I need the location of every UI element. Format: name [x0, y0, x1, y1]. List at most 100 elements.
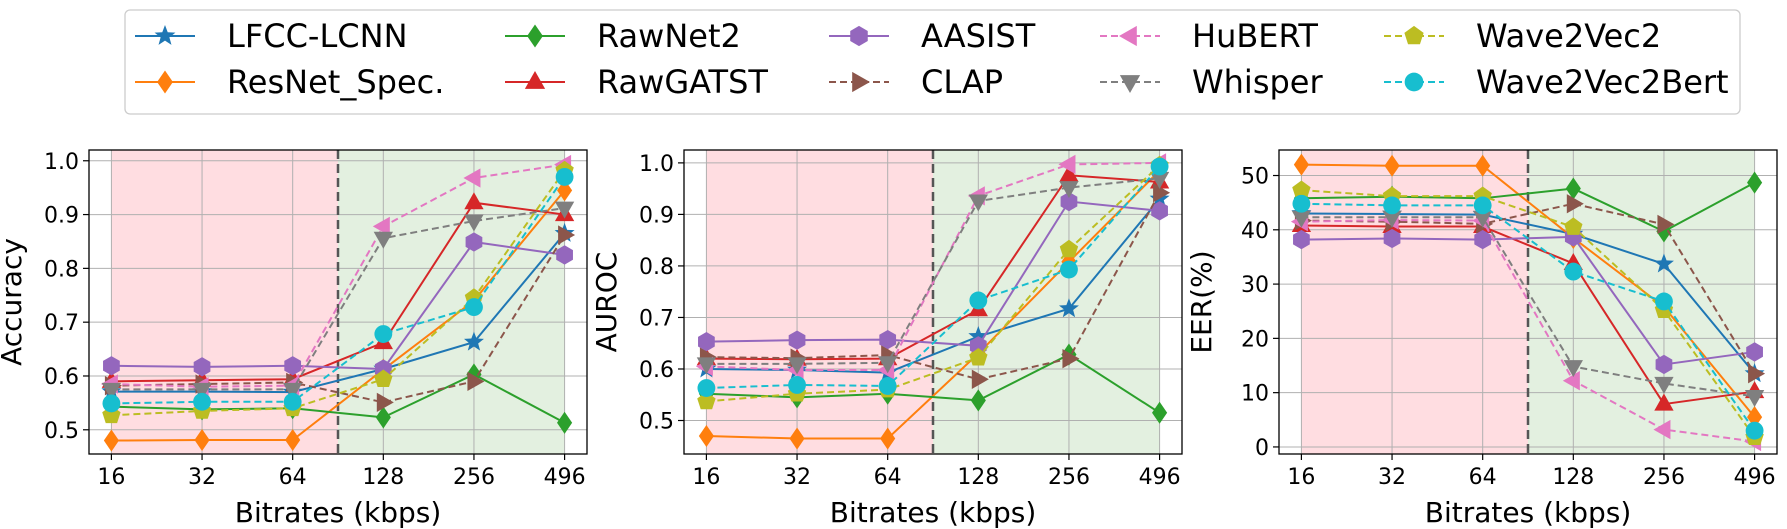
data-point-aasist — [1383, 228, 1401, 249]
chart-panel-auroc: 0.5 0.6 0.7 0.8 0.9 1.0 16 32 64 128 256 496 Bitrate… — [590, 149, 1183, 529]
data-point-whisper — [1291, 210, 1312, 228]
x-tick-label: 128 — [1552, 465, 1594, 490]
legend-label: CLAP — [921, 63, 1003, 101]
data-point-wave2vec2bert — [465, 298, 483, 317]
data-point-whisper — [696, 357, 717, 375]
data-point-aasist — [193, 357, 211, 377]
legend-entry-aasist: AASIST — [829, 17, 1036, 55]
legend-marker-wave2vec2bert — [1404, 72, 1424, 92]
x-tick-label: 64 — [1469, 465, 1497, 490]
legend-label: HuBERT — [1192, 17, 1318, 55]
legend-marker-lfcc-lcnn — [154, 25, 176, 45]
low-bitrate-region — [706, 150, 933, 454]
series-line-lfcc-lcnn — [1301, 212, 1756, 375]
data-point-aasist — [1746, 342, 1763, 362]
y-tick-label: 10 — [1241, 382, 1269, 407]
data-point-whisper — [101, 382, 122, 400]
series-line-rawnet2 — [111, 373, 566, 424]
data-point-whisper — [192, 382, 212, 400]
data-point-wave2vec2 — [969, 347, 988, 366]
y-tick-label: 0.9 — [639, 203, 674, 228]
x-tick-label: 16 — [692, 465, 720, 490]
legend-label: Whisper — [1192, 63, 1323, 101]
data-point-aasist — [1293, 229, 1310, 250]
data-point-rawgatst — [1654, 393, 1674, 411]
data-point-wave2vec2 — [1292, 180, 1311, 198]
data-point-resnet-spec — [1475, 154, 1491, 177]
data-point-aasist — [1655, 354, 1673, 375]
legend-marker-wave2vec2 — [1404, 25, 1424, 45]
series-aasist — [103, 232, 573, 379]
x-axis-label: Bitrates (kbps) — [235, 496, 442, 529]
data-point-aasist — [788, 330, 806, 350]
data-point-aasist — [1151, 201, 1168, 221]
y-tick-label: 0.8 — [639, 255, 674, 280]
data-point-aasist — [103, 356, 120, 376]
series-whisper — [1291, 210, 1765, 407]
data-point-wave2vec2bert — [374, 325, 393, 343]
legend-entry-clap: CLAP — [829, 63, 1003, 101]
data-point-whisper — [1654, 376, 1674, 394]
y-tick-label: 40 — [1241, 219, 1269, 244]
x-tick-label: 256 — [453, 465, 495, 490]
data-point-lfcc-lcnn — [1058, 298, 1079, 318]
x-tick-label: 16 — [97, 465, 125, 490]
axes-frame — [88, 149, 588, 455]
data-point-resnet-spec — [880, 427, 896, 450]
data-point-rawgatst — [464, 192, 484, 210]
data-point-aasist — [1060, 191, 1078, 212]
legend: LFCC-LCNN RawNet2 AASIST HuBERT Wave2Vec2 Res… — [124, 9, 1741, 115]
data-point-rawnet2 — [1565, 177, 1581, 200]
data-point-wave2vec2bert — [1473, 196, 1492, 215]
data-point-whisper — [1473, 210, 1493, 228]
legend-marker-aasist — [850, 25, 868, 47]
data-point-clap — [1566, 194, 1584, 214]
legend-marker-hubert — [1119, 25, 1137, 47]
x-axis-label: Bitrates (kbps) — [1425, 496, 1632, 529]
data-point-lfcc-lcnn — [463, 331, 484, 351]
series-line-wave2vec2bert — [111, 176, 566, 405]
data-point-hubert — [1653, 419, 1671, 440]
x-tick-label: 496 — [544, 465, 586, 490]
x-tick-label: 256 — [1643, 465, 1685, 490]
data-point-aasist — [284, 356, 302, 376]
legend-entry-rawnet2: RawNet2 — [505, 17, 741, 55]
y-tick-label: 0.6 — [44, 365, 79, 390]
x-tick-label: 64 — [279, 465, 307, 490]
series-line-lfcc-lcnn — [111, 232, 566, 394]
x-tick-label: 16 — [1287, 465, 1315, 490]
series-line-whisper — [706, 177, 1160, 365]
data-point-whisper — [554, 201, 575, 219]
data-point-wave2vec2bert — [1060, 260, 1078, 279]
data-point-wave2vec2bert — [697, 379, 716, 397]
data-point-lfcc-lcnn — [968, 326, 989, 346]
data-point-wave2vec2bert — [1383, 196, 1401, 215]
data-point-hubert — [372, 216, 390, 237]
y-tick-label: 1.0 — [639, 152, 674, 177]
y-axis-label: Accuracy — [0, 238, 28, 366]
y-tick-label: 20 — [1241, 327, 1269, 352]
series-line-whisper — [1301, 216, 1755, 398]
y-axis-label: EER(%) — [1185, 250, 1218, 353]
data-point-resnet-spec — [285, 428, 301, 452]
legend-label: AASIST — [921, 17, 1036, 55]
legend-entry-wave2vec2: Wave2Vec2 — [1384, 17, 1661, 55]
legend-label: RawGATST — [597, 63, 768, 101]
data-point-rawnet2 — [1152, 401, 1168, 424]
x-tick-label: 32 — [1378, 465, 1406, 490]
y-tick-label: 1.0 — [44, 150, 79, 175]
data-point-aasist — [969, 336, 987, 356]
data-point-whisper — [787, 357, 807, 375]
y-tick-label: 30 — [1241, 273, 1269, 298]
x-tick-label: 496 — [1734, 465, 1776, 490]
series-line-wave2vec2 — [111, 169, 566, 417]
series-line-rawgatst — [111, 201, 565, 383]
y-tick-label: 0.6 — [639, 358, 674, 383]
data-point-wave2vec2bert — [102, 394, 121, 413]
data-point-rawnet2 — [1747, 171, 1763, 194]
data-point-wave2vec2bert — [193, 392, 211, 411]
y-tick-label: 0.5 — [44, 419, 79, 444]
legend-entry-whisper: Whisper — [1100, 63, 1323, 101]
data-point-clap — [467, 371, 485, 392]
data-point-rawnet2 — [557, 411, 573, 434]
